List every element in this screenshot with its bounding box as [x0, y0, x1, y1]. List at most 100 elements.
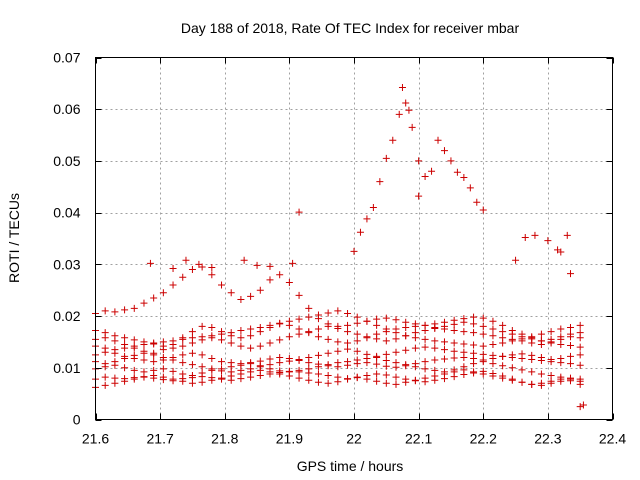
data-point: [130, 375, 138, 383]
data-point: [130, 342, 138, 350]
data-point: [421, 365, 429, 373]
data-point: [218, 367, 226, 375]
data-point: [576, 343, 584, 351]
data-point: [344, 339, 352, 347]
data-point: [466, 184, 474, 192]
data-point: [314, 363, 322, 371]
data-point: [344, 375, 352, 383]
data-point: [415, 192, 423, 200]
data-point: [479, 358, 487, 366]
data-point: [450, 347, 458, 355]
data-point: [208, 323, 216, 331]
data-point: [470, 360, 478, 368]
data-point: [121, 377, 129, 385]
data-point: [101, 344, 109, 352]
data-point: [557, 359, 565, 367]
data-point: [247, 344, 255, 352]
data-point: [324, 349, 332, 357]
data-point: [111, 332, 119, 340]
data-point: [392, 380, 400, 388]
data-point: [101, 360, 109, 368]
grid-lines: [95, 57, 613, 420]
data-point: [169, 356, 177, 364]
data-point: [369, 203, 377, 211]
data-point: [344, 309, 352, 317]
data-point: [285, 372, 293, 380]
data-point: [121, 364, 129, 372]
data-point: [198, 351, 206, 359]
data-point: [402, 99, 410, 107]
data-point: [363, 375, 371, 383]
data-point: [576, 361, 584, 369]
data-point: [266, 321, 274, 329]
data-point: [499, 321, 507, 329]
data-point: [431, 356, 439, 364]
data-point: [411, 329, 419, 337]
data-point: [411, 363, 419, 371]
data-point: [101, 307, 109, 315]
data-point: [256, 366, 264, 374]
data-point: [579, 401, 587, 409]
data-point: [101, 373, 109, 381]
data-point: [547, 372, 555, 380]
data-point: [169, 281, 177, 289]
data-point: [324, 322, 332, 330]
data-point: [460, 173, 468, 181]
data-point: [421, 343, 429, 351]
data-point: [453, 168, 461, 176]
data-point: [489, 317, 497, 325]
y-tick-label: 0.07: [53, 50, 80, 66]
x-tick-label: 22.1: [405, 431, 432, 447]
data-point: [373, 335, 381, 343]
data-point: [159, 365, 167, 373]
data-point: [518, 354, 526, 362]
x-tick-label: 21.9: [276, 431, 303, 447]
data-point: [334, 347, 342, 355]
data-point: [450, 320, 458, 328]
data-point: [256, 342, 264, 350]
data-point: [159, 373, 167, 381]
data-point: [363, 317, 371, 325]
data-point: [208, 271, 216, 279]
data-point: [392, 329, 400, 337]
data-point: [450, 327, 458, 335]
data-point: [479, 314, 487, 322]
data-point: [470, 368, 478, 376]
data-point: [198, 336, 206, 344]
data-point: [395, 110, 403, 118]
data-point: [528, 335, 536, 343]
data-point: [334, 378, 342, 386]
data-point: [528, 356, 536, 364]
data-point: [382, 350, 390, 358]
data-point: [150, 358, 158, 366]
data-point: [188, 379, 196, 387]
data-point: [489, 351, 497, 359]
data-point: [376, 178, 384, 186]
data-point: [382, 357, 390, 365]
axis-ticks: [95, 57, 614, 421]
data-point: [557, 341, 565, 349]
data-point: [295, 374, 303, 382]
data-point: [324, 372, 332, 380]
data-point: [334, 307, 342, 315]
data-point: [276, 370, 284, 378]
data-point: [247, 332, 255, 340]
data-point: [440, 322, 448, 330]
data-point: [227, 289, 235, 297]
data-point: [408, 123, 416, 131]
data-point: [392, 348, 400, 356]
data-point: [208, 365, 216, 373]
data-point: [547, 379, 555, 387]
x-tick-label: 21.6: [82, 431, 109, 447]
data-point: [373, 353, 381, 361]
data-point: [179, 377, 187, 385]
data-point: [150, 351, 158, 359]
data-point: [150, 340, 158, 348]
data-point: [402, 361, 410, 369]
x-tick-label: 22.4: [599, 431, 626, 447]
data-point: [479, 370, 487, 378]
x-tick-labels: 21.6 21.7 21.8 21.9 22 22.1 22.2 22.3 22.4: [82, 431, 626, 447]
y-tick-label: 0: [73, 412, 81, 428]
